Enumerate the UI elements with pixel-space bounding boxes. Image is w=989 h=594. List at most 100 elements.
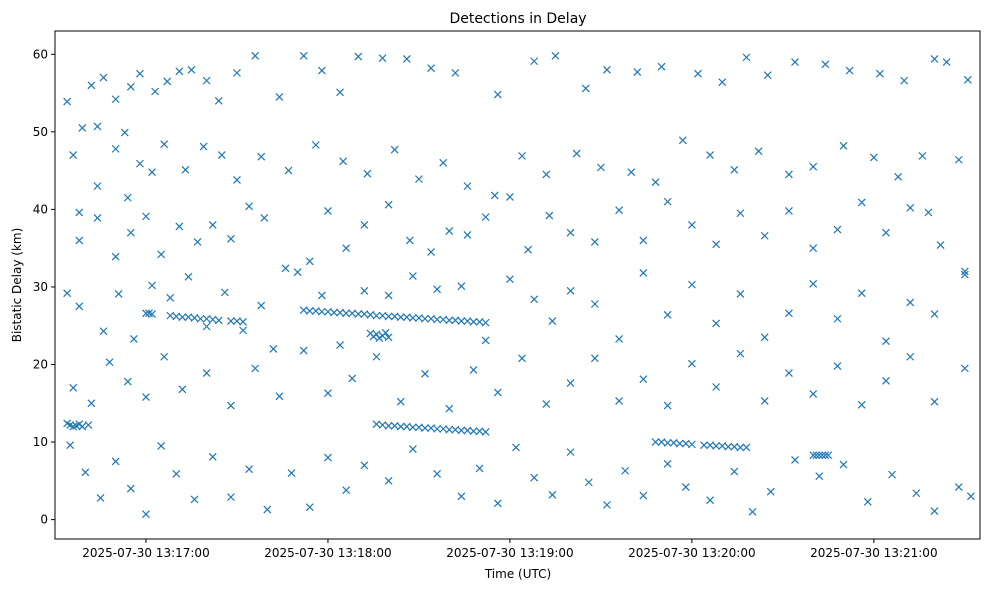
data-point-marker — [754, 147, 763, 156]
data-point-marker — [512, 443, 520, 452]
data-point-marker — [906, 298, 915, 307]
data-point-marker — [305, 503, 314, 512]
data-point-marker — [457, 317, 466, 325]
data-point-marker — [542, 170, 551, 179]
data-point-marker — [791, 58, 799, 66]
data-point-marker — [405, 236, 414, 245]
data-point-marker — [172, 469, 181, 478]
data-point-marker — [651, 178, 660, 187]
data-point-marker — [433, 424, 442, 433]
data-point-marker — [421, 424, 429, 433]
data-point-marker — [936, 241, 945, 249]
data-point-marker — [439, 158, 448, 167]
data-point-marker — [87, 399, 96, 408]
data-point-marker — [175, 222, 184, 231]
data-point-marker — [408, 272, 417, 281]
data-point-marker — [833, 362, 842, 370]
data-point-marker — [135, 69, 144, 78]
data-point-marker — [123, 193, 132, 202]
data-point-marker — [166, 293, 175, 302]
data-point-marker — [954, 155, 963, 164]
data-point-marker — [736, 289, 745, 298]
data-point-marker — [857, 198, 866, 207]
data-point-marker — [869, 153, 878, 162]
data-point-marker — [815, 451, 824, 460]
data-point-marker — [421, 314, 429, 323]
data-point-marker — [187, 65, 196, 74]
data-point-marker — [760, 397, 769, 405]
data-point-marker — [190, 495, 199, 504]
data-point-marker — [342, 309, 351, 318]
data-point-marker — [175, 67, 184, 76]
data-point-marker — [863, 497, 872, 506]
data-point-marker — [481, 428, 490, 436]
axis-ticks: 0 10 20 30 40 50 60 2025-07-30 13:17:00 2025-07-… — [33, 47, 938, 560]
data-point-marker — [81, 468, 90, 477]
data-point-marker — [621, 466, 630, 475]
plot-area-frame — [54, 30, 981, 540]
data-point-marker — [342, 244, 351, 253]
data-point-marker — [281, 264, 290, 273]
data-point-marker — [269, 345, 278, 353]
data-point-marker — [299, 51, 308, 60]
data-point-marker — [760, 333, 769, 342]
data-point-marker — [581, 84, 590, 93]
data-point-marker — [226, 401, 235, 410]
data-point-marker — [518, 354, 526, 363]
data-point-marker — [226, 317, 235, 325]
data-point-marker — [96, 493, 105, 502]
data-point-marker — [809, 390, 818, 398]
data-point-marker — [233, 68, 241, 77]
data-point-marker — [123, 377, 132, 386]
data-point-marker — [293, 268, 302, 277]
data-point-marker — [287, 469, 296, 478]
data-point-marker — [572, 149, 581, 158]
data-point-marker — [469, 317, 478, 326]
data-point-marker — [930, 310, 939, 319]
data-point-marker — [69, 383, 78, 392]
data-point-marker — [75, 208, 84, 217]
data-point-marker — [324, 389, 332, 398]
data-point-marker — [311, 141, 320, 149]
data-point-marker — [718, 78, 727, 87]
data-point-marker — [445, 404, 454, 413]
x-tick-label: 2025-07-30 13:20:00 — [628, 546, 755, 560]
data-point-marker — [548, 317, 557, 325]
data-point-marker — [226, 234, 235, 243]
data-point-marker — [615, 206, 624, 215]
data-point-marker — [354, 52, 363, 61]
data-point-marker — [493, 499, 502, 508]
data-point-marker — [963, 75, 972, 84]
data-point-marker — [742, 53, 751, 62]
data-point-marker — [785, 369, 793, 377]
data-point-marker — [493, 90, 502, 99]
data-point-marker — [208, 220, 217, 229]
data-point-marker — [821, 451, 830, 460]
data-point-marker — [214, 316, 223, 325]
data-point-marker — [633, 68, 642, 77]
data-point-marker — [427, 248, 435, 256]
data-point-marker — [857, 289, 866, 298]
data-point-marker — [384, 476, 393, 485]
data-point-marker — [809, 162, 818, 171]
data-point-marker — [99, 327, 108, 336]
data-point-marker — [120, 128, 129, 137]
data-point-marker — [93, 182, 102, 191]
data-point-marker — [199, 142, 208, 151]
data-point-marker — [384, 291, 393, 300]
data-point-marker — [736, 349, 745, 358]
data-point-marker — [372, 311, 381, 320]
data-point-marker — [433, 285, 442, 294]
data-point-marker — [75, 236, 84, 245]
data-point-marker — [818, 451, 827, 460]
data-point-marker — [603, 500, 611, 509]
data-point-marker — [126, 484, 135, 493]
data-point-marker — [415, 175, 423, 184]
data-point-marker — [966, 492, 975, 501]
data-point-marker — [84, 421, 93, 429]
data-point-marker — [408, 314, 417, 322]
data-point-marker — [906, 352, 915, 361]
data-point-marker — [217, 151, 226, 160]
data-point-marker — [663, 459, 672, 468]
